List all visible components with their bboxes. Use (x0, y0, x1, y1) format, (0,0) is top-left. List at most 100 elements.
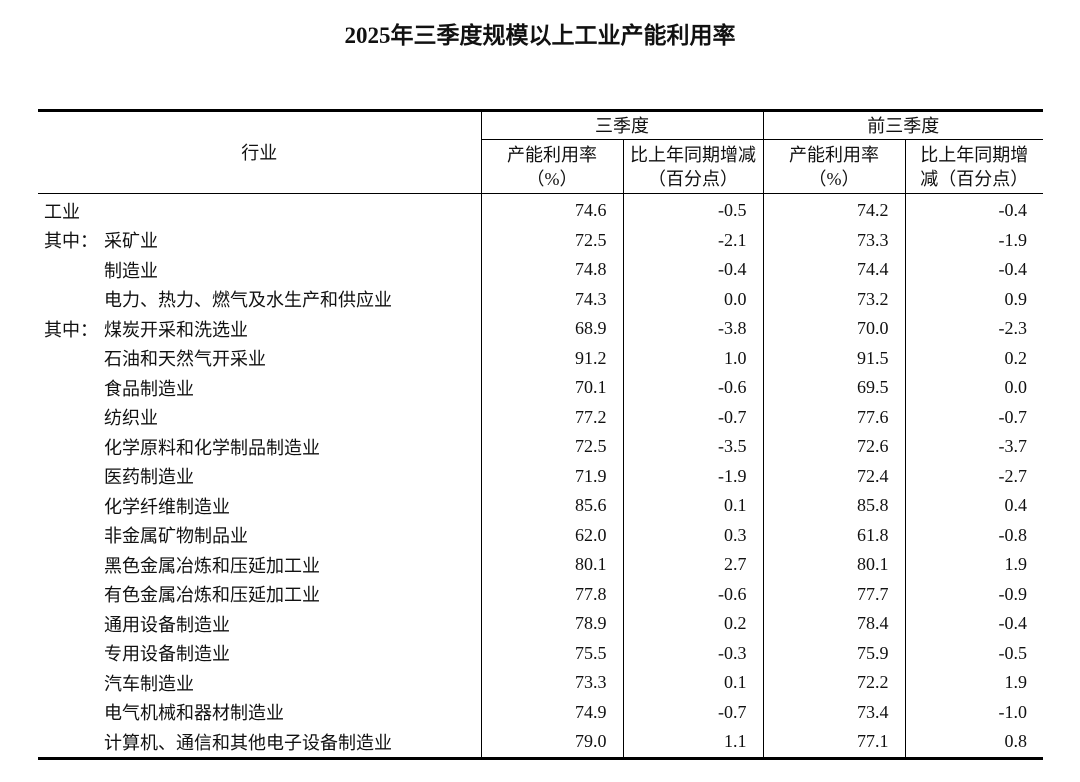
table-row: 通用设备制造业 78.9 0.2 78.4 -0.4 (38, 609, 1043, 639)
q3-rate-cell: 91.2 (480, 343, 623, 373)
ytd-change-cell: 0.9 (904, 284, 1043, 314)
ytd-rate-cell: 80.1 (762, 550, 905, 580)
industry-cell: 汽车制造业 (38, 668, 481, 698)
q3-rate-cell: 80.1 (480, 550, 623, 580)
capacity-utilization-table-container: 行业 三季度 前三季度 产能利用率（%） 比上年同期增减（百分点） 产能利用率（… (38, 109, 1043, 760)
industry-label: 电力、热力、燃气及水生产和供应业 (104, 290, 392, 311)
industry-label: 医药制造业 (104, 467, 194, 488)
ytd-rate-cell: 77.6 (762, 402, 905, 432)
table-row: 化学纤维制造业 85.6 0.1 85.8 0.4 (38, 491, 1043, 521)
ytd-change-cell: 1.9 (904, 550, 1043, 580)
q3-change-cell: -0.5 (622, 193, 763, 226)
header-ytd-change: 比上年同期增减（百分点） (904, 139, 1043, 194)
q3-change-cell: -0.4 (622, 255, 763, 285)
industry-label: 专用设备制造业 (104, 644, 230, 665)
industry-label: 纺织业 (104, 408, 158, 429)
industry-cell: 医药制造业 (38, 462, 481, 492)
q3-change-cell: -0.3 (622, 638, 763, 668)
q3-rate-cell: 73.3 (480, 668, 623, 698)
ytd-rate-cell: 72.2 (762, 668, 905, 698)
ytd-change-cell: -1.9 (904, 225, 1043, 255)
ytd-rate-cell: 61.8 (762, 520, 905, 550)
q3-rate-cell: 62.0 (480, 520, 623, 550)
page-title: 2025年三季度规模以上工业产能利用率 (344, 23, 736, 48)
q3-change-cell: -0.7 (622, 697, 763, 727)
table-row: 其中： 煤炭开采和洗选业 68.9 -3.8 70.0 -2.3 (38, 314, 1043, 344)
ytd-change-cell: -2.7 (904, 461, 1043, 491)
ytd-change-cell: -0.9 (904, 579, 1043, 609)
ytd-rate-cell: 85.8 (762, 491, 905, 521)
ytd-rate-cell: 91.5 (762, 343, 905, 373)
capacity-utilization-table: 行业 三季度 前三季度 产能利用率（%） 比上年同期增减（百分点） 产能利用率（… (38, 109, 1043, 760)
ytd-rate-cell: 72.4 (762, 461, 905, 491)
industry-label: 化学纤维制造业 (104, 496, 230, 517)
q3-rate-cell: 75.5 (480, 638, 623, 668)
industry-label: 有色金属冶炼和压延加工业 (104, 585, 320, 606)
q3-rate-cell: 70.1 (480, 373, 623, 403)
q3-rate-cell: 85.6 (480, 491, 623, 521)
industry-cell: 其中： 煤炭开采和洗选业 (38, 314, 481, 344)
industry-cell: 专用设备制造业 (38, 639, 481, 669)
table-row: 石油和天然气开采业 91.2 1.0 91.5 0.2 (38, 343, 1043, 373)
industry-label: 煤炭开采和洗选业 (104, 319, 248, 340)
industry-label: 通用设备制造业 (104, 614, 230, 635)
ytd-change-cell: -0.7 (904, 402, 1043, 432)
header-q3-rate: 产能利用率（%） (480, 139, 624, 194)
industry-cell: 电力、热力、燃气及水生产和供应业 (38, 285, 481, 315)
industry-cell: 非金属矿物制品业 (38, 521, 481, 551)
table-row: 医药制造业 71.9 -1.9 72.4 -2.7 (38, 461, 1043, 492)
q3-change-cell: 0.0 (622, 284, 763, 314)
q3-rate-cell: 77.8 (480, 579, 623, 609)
table-row: 汽车制造业 73.3 0.1 72.2 1.9 (38, 668, 1043, 698)
ytd-change-cell: 0.8 (904, 727, 1043, 758)
industry-label: 食品制造业 (104, 378, 194, 399)
industry-label: 汽车制造业 (104, 673, 194, 694)
q3-change-cell: -3.5 (622, 432, 763, 462)
ytd-rate-cell: 77.1 (762, 727, 905, 758)
q3-change-cell: 1.1 (622, 727, 763, 758)
table-row: 工业 74.6 -0.5 74.2 -0.4 (38, 193, 1043, 226)
q3-rate-cell: 74.9 (480, 697, 623, 727)
q3-rate-cell: 74.8 (480, 255, 623, 285)
ytd-change-cell: -0.8 (904, 520, 1043, 550)
ytd-change-cell: -0.4 (904, 193, 1043, 226)
ytd-change-cell: -3.7 (904, 432, 1043, 462)
industry-label: 制造业 (104, 260, 158, 281)
q3-change-cell: 0.1 (622, 491, 763, 521)
ytd-rate-cell: 73.2 (762, 284, 905, 314)
industry-cell: 黑色金属冶炼和压延加工业 (38, 550, 481, 580)
q3-change-cell: -2.1 (622, 225, 763, 255)
ytd-rate-cell: 69.5 (762, 373, 905, 403)
table-row: 黑色金属冶炼和压延加工业 80.1 2.7 80.1 1.9 (38, 550, 1043, 580)
ytd-change-cell: -0.5 (904, 638, 1043, 668)
table-row: 其中： 采矿业 72.5 -2.1 73.3 -1.9 (38, 225, 1043, 255)
ytd-change-cell: -1.0 (904, 697, 1043, 727)
q3-change-cell: 2.7 (622, 550, 763, 580)
table-row: 纺织业 77.2 -0.7 77.6 -0.7 (38, 402, 1043, 432)
industry-cell: 工业 (38, 194, 481, 226)
table-row: 计算机、通信和其他电子设备制造业 79.0 1.1 77.1 0.8 (38, 727, 1043, 758)
industry-label: 化学原料和化学制品制造业 (104, 437, 320, 458)
table-row: 电力、热力、燃气及水生产和供应业 74.3 0.0 73.2 0.9 (38, 284, 1043, 315)
header-ytd-rate: 产能利用率（%） (762, 139, 906, 194)
q3-change-cell: -1.9 (622, 461, 763, 491)
ytd-rate-cell: 72.6 (762, 432, 905, 462)
ytd-rate-cell: 70.0 (762, 314, 905, 344)
q3-change-cell: 0.1 (622, 668, 763, 698)
table-row: 电气机械和器材制造业 74.9 -0.7 73.4 -1.0 (38, 697, 1043, 727)
ytd-change-cell: 0.0 (904, 373, 1043, 403)
q3-change-cell: -0.6 (622, 579, 763, 609)
ytd-change-cell: 0.2 (904, 343, 1043, 373)
industry-cell: 制造业 (38, 255, 481, 285)
industry-label: 计算机、通信和其他电子设备制造业 (104, 732, 392, 753)
industry-cell: 化学原料和化学制品制造业 (38, 432, 481, 462)
ytd-rate-cell: 78.4 (762, 609, 905, 639)
q3-change-cell: 1.0 (622, 343, 763, 373)
ytd-change-cell: 0.4 (904, 491, 1043, 521)
ytd-rate-cell: 73.3 (762, 225, 905, 255)
q3-change-cell: -0.7 (622, 402, 763, 432)
q3-change-cell: -0.6 (622, 373, 763, 403)
ytd-rate-cell: 74.2 (762, 193, 905, 226)
q3-rate-cell: 74.3 (480, 284, 623, 314)
q3-rate-cell: 72.5 (480, 225, 623, 255)
